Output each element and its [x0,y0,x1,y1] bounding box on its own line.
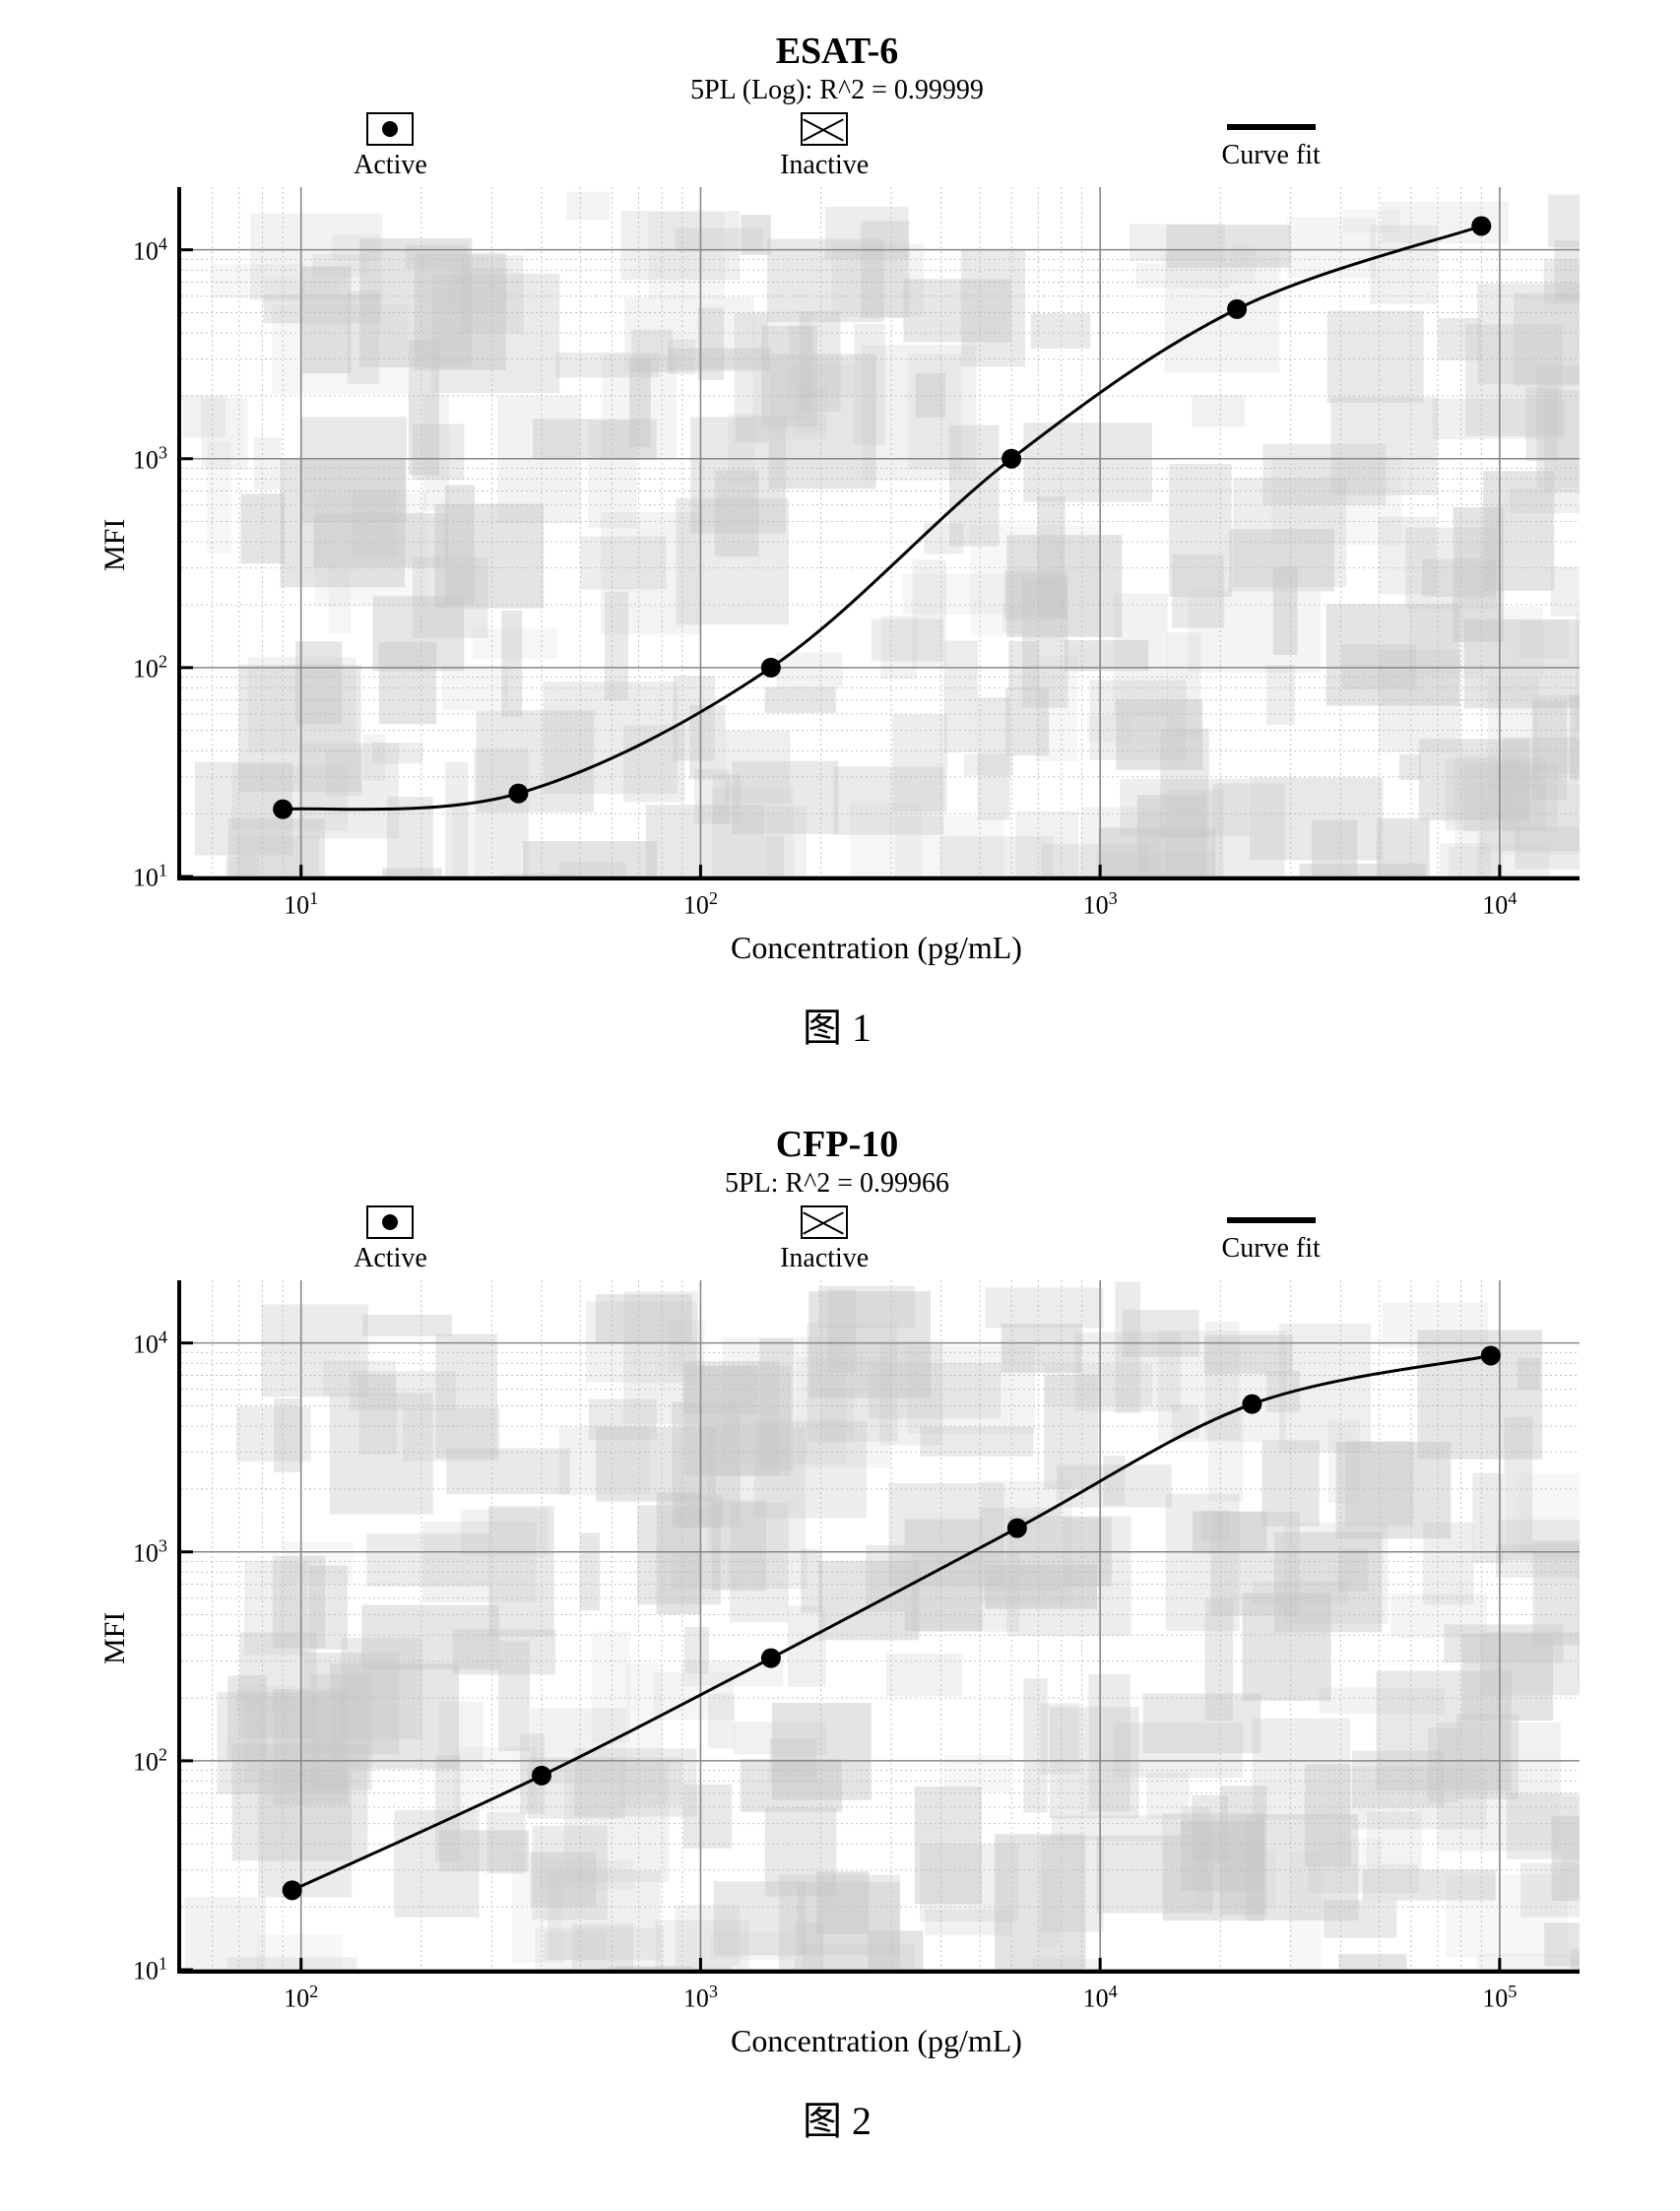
y-tick-label: 102 [133,1745,181,1778]
data-point [1481,1345,1501,1365]
x-axis-label: Concentration (pg/mL) [177,930,1576,966]
x-tick-label: 101 [284,877,318,921]
legend-active: Active [354,112,427,181]
data-point [1007,1519,1027,1538]
x-tick-label: 103 [1083,877,1118,921]
legend-active-label: Active [354,1243,427,1274]
y-tick-label: 104 [133,233,181,266]
figure-caption: 图 1 [59,996,1615,1053]
legend-curvefit: Curve fit [1222,1205,1321,1265]
chart-title: ESAT-6 [59,30,1615,73]
legend-inactive-swatch-icon [801,1205,848,1239]
chart-area: MFI101102103104102103104105Concentration… [59,1280,1615,2146]
data-point [1471,216,1491,235]
legend-inactive: Inactive [780,112,869,181]
plot-box: 101102103104101102103104 [177,187,1580,880]
y-tick-label: 102 [133,652,181,684]
data-point [1242,1395,1261,1414]
x-tick-label: 104 [1083,1970,1118,2014]
x-tick-label: 103 [683,1970,718,2014]
legend-curvefit-line-icon [1227,1217,1316,1223]
legend-curvefit-line-icon [1227,124,1316,130]
y-axis-label: MFI [98,519,132,571]
legend-curvefit-label: Curve fit [1222,140,1321,171]
legend-active-swatch-icon [366,112,414,146]
y-axis-label: MFI [98,1612,132,1664]
plot-box: 101102103104102103104105 [177,1280,1580,1974]
x-axis-label: Concentration (pg/mL) [177,2023,1576,2059]
chart-area: MFI101102103104101102103104Concentration… [59,187,1615,1053]
data-point [1002,449,1021,469]
legend-active-swatch-icon [366,1205,414,1239]
x-tick-label: 102 [284,1970,318,2014]
data-point [1227,299,1247,319]
legend-inactive-swatch-icon [801,112,848,146]
plot-svg [181,1280,1580,1970]
legend-active: Active [354,1205,427,1274]
data-point [283,1880,302,1900]
data-point [508,784,528,804]
legend: Active Inactive Curve fit [59,1205,1615,1274]
chart-subtitle: 5PL: R^2 = 0.99966 [59,1168,1615,1200]
legend-curvefit-label: Curve fit [1222,1233,1321,1265]
figure-block: ESAT-65PL (Log): R^2 = 0.99999 Active Inac… [59,30,1615,1053]
legend-active-label: Active [354,150,427,181]
figure-caption: 图 2 [59,2089,1615,2146]
figure-block: CFP-105PL: R^2 = 0.99966 Active Inactive Cu… [59,1123,1615,2146]
legend-inactive: Inactive [780,1205,869,1274]
x-tick-label: 105 [1482,1970,1517,2014]
x-tick-label: 102 [683,877,718,921]
y-tick-label: 103 [133,442,181,475]
legend-inactive-label: Inactive [780,1243,869,1274]
data-point [761,1649,781,1668]
data-point [761,658,781,678]
legend: Active Inactive Curve fit [59,112,1615,181]
chart-title: CFP-10 [59,1123,1615,1166]
x-tick-label: 104 [1482,877,1517,921]
y-tick-label: 101 [133,861,181,893]
chart-subtitle: 5PL (Log): R^2 = 0.99999 [59,75,1615,106]
data-point [532,1766,551,1786]
y-tick-label: 104 [133,1327,181,1359]
data-point [273,800,292,819]
legend-curvefit: Curve fit [1222,112,1321,171]
legend-inactive-label: Inactive [780,150,869,181]
y-tick-label: 103 [133,1535,181,1568]
y-tick-label: 101 [133,1954,181,1986]
plot-svg [181,187,1580,877]
